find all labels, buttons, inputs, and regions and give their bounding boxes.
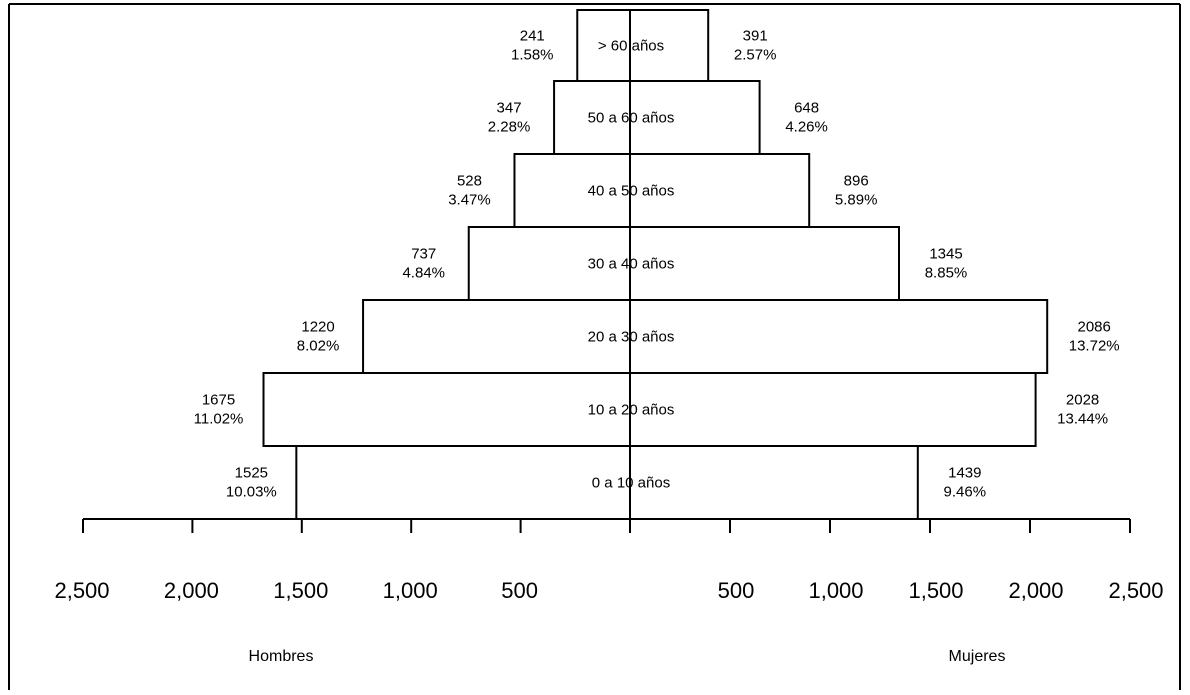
bar-mujeres [629,299,1049,374]
x-tick-label-right: 2,500 [1108,578,1163,603]
category-label: 50 a 60 años [588,110,675,127]
data-label-hombres-percent: 2.28% [488,119,531,136]
category-label: 0 a 10 años [592,475,670,492]
category-label: 40 a 50 años [588,183,675,200]
series-label-hombres: Hombres [249,648,314,665]
category-label: 30 a 40 años [588,256,675,273]
bar-mujeres [629,445,919,520]
data-label-hombres-percent: 1.58% [511,47,554,64]
x-tick-label-left: 2,500 [54,578,109,603]
bar-hombres [362,299,631,374]
series-label-mujeres: Mujeres [949,648,1006,665]
bar-mujeres [629,9,710,82]
data-label-hombres-percent: 8.02% [297,338,340,355]
x-tick-label-right: 1,000 [808,578,863,603]
data-label-hombres-value: 1220 [301,319,334,336]
data-label-hombres-percent: 11.02% [194,411,244,428]
bar-hombres [553,80,632,155]
data-label-mujeres-percent: 9.46% [944,484,987,501]
data-label-mujeres-percent: 13.72% [1069,338,1120,355]
bar-hombres [295,445,631,520]
x-tick-label-right: 1,500 [908,578,963,603]
data-label-mujeres-percent: 4.26% [785,119,828,136]
data-label-mujeres-value: 896 [844,173,869,190]
data-label-hombres-value: 1525 [235,465,268,482]
data-label-hombres-value: 737 [411,246,436,263]
data-label-mujeres-percent: 8.85% [925,265,968,282]
category-label: 10 a 20 años [588,402,675,419]
data-label-mujeres-value: 391 [743,28,768,45]
data-label-mujeres-value: 648 [794,100,819,117]
x-tick-label-right: 2,000 [1008,578,1063,603]
x-tick-label-left: 2,000 [164,578,219,603]
data-label-hombres-percent: 4.84% [402,265,445,282]
data-label-hombres-percent: 10.03% [226,484,277,501]
data-label-mujeres-value: 2028 [1066,392,1099,409]
data-label-mujeres-value: 1439 [948,465,981,482]
x-tick-label-right: 500 [718,578,755,603]
data-label-mujeres-percent: 5.89% [835,192,878,209]
data-label-hombres-value: 1675 [202,392,235,409]
bar-mujeres [629,372,1037,447]
data-label-hombres-value: 528 [457,173,482,190]
x-tick-label-left: 1,500 [273,578,328,603]
data-label-hombres-percent: 3.47% [448,192,491,209]
bar-hombres [262,372,631,447]
bars-layer [262,9,1049,520]
data-label-mujeres-percent: 13.44% [1057,411,1108,428]
data-label-hombres-value: 347 [497,100,522,117]
data-label-mujeres-value: 2086 [1078,319,1111,336]
data-labels-layer: 0 a 10 años 1525 10.03% 1439 9.46% 10 a 20 añ… [194,28,1120,501]
x-tick-label-left: 1,000 [383,578,438,603]
bar-mujeres [629,80,761,155]
data-label-hombres-value: 241 [520,28,545,45]
x-axis: 2,500 2,000 1,500 1,000 500 500 1,000 1,500 2,00… [54,518,1164,603]
category-label: 20 a 30 años [588,329,675,346]
bar-hombres [576,9,632,82]
data-label-mujeres-percent: 2.57% [734,47,777,64]
data-label-mujeres-value: 1345 [929,246,962,263]
x-tick-label-left: 500 [501,578,538,603]
bar-hombres [513,153,631,228]
category-label: > 60 años [598,38,664,55]
